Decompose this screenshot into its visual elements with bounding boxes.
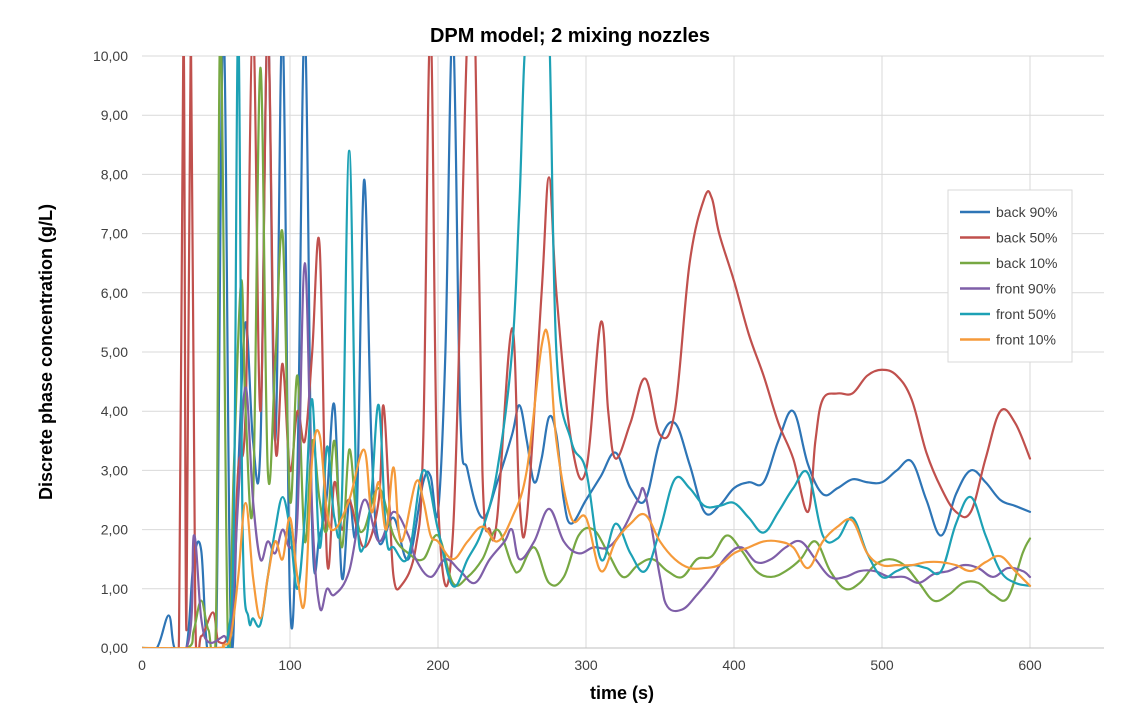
legend-label-back-10: back 10%	[996, 255, 1057, 271]
y-tick-label: 1,00	[101, 581, 128, 597]
y-tick-label: 0,00	[101, 640, 128, 656]
x-tick-label: 400	[722, 657, 746, 673]
y-tick-label: 4,00	[101, 403, 128, 419]
x-tick-label: 500	[870, 657, 894, 673]
series-line-front-50	[142, 56, 1032, 648]
legend-label-front-90: front 90%	[996, 281, 1056, 297]
series-line-back-10	[142, 56, 1032, 648]
y-tick-label: 10,00	[93, 48, 128, 64]
legend-label-back-90: back 90%	[996, 204, 1057, 220]
series-line-front-10	[142, 328, 1032, 648]
y-tick-labels: 0,00 1,00 2,00 3,00 4,00 5,00 6,00 7,00 8,00 9,00…	[93, 48, 128, 656]
y-tick-label: 7,00	[101, 226, 128, 242]
series-line-front-90	[142, 262, 1032, 648]
x-tick-label: 200	[426, 657, 450, 673]
legend: back 90% back 50% back 10% front 90% front 5…	[947, 189, 1073, 363]
chart-title: DPM model; 2 mixing nozzles	[430, 25, 710, 47]
y-tick-label: 2,00	[101, 522, 128, 538]
y-tick-label: 9,00	[101, 107, 128, 123]
y-tick-label: 3,00	[101, 462, 128, 478]
x-tick-label: 300	[574, 657, 598, 673]
y-tick-label: 8,00	[101, 166, 128, 182]
x-tick-label: 0	[138, 657, 146, 673]
y-tick-label: 5,00	[101, 344, 128, 360]
x-tick-labels: 0 100 200 300 400 500 600	[138, 657, 1042, 673]
legend-label-front-50: front 50%	[996, 306, 1056, 322]
legend-label-back-50: back 50%	[996, 230, 1057, 246]
legend-label-front-10: front 10%	[996, 332, 1056, 348]
legend-box	[947, 189, 1073, 363]
series-group	[142, 56, 1032, 648]
x-tick-label: 100	[278, 657, 302, 673]
x-tick-label: 600	[1018, 657, 1042, 673]
y-axis-title: Discrete phase concentration (g/L)	[36, 204, 56, 500]
y-tick-label: 6,00	[101, 285, 128, 301]
x-axis-title: time (s)	[590, 683, 654, 703]
